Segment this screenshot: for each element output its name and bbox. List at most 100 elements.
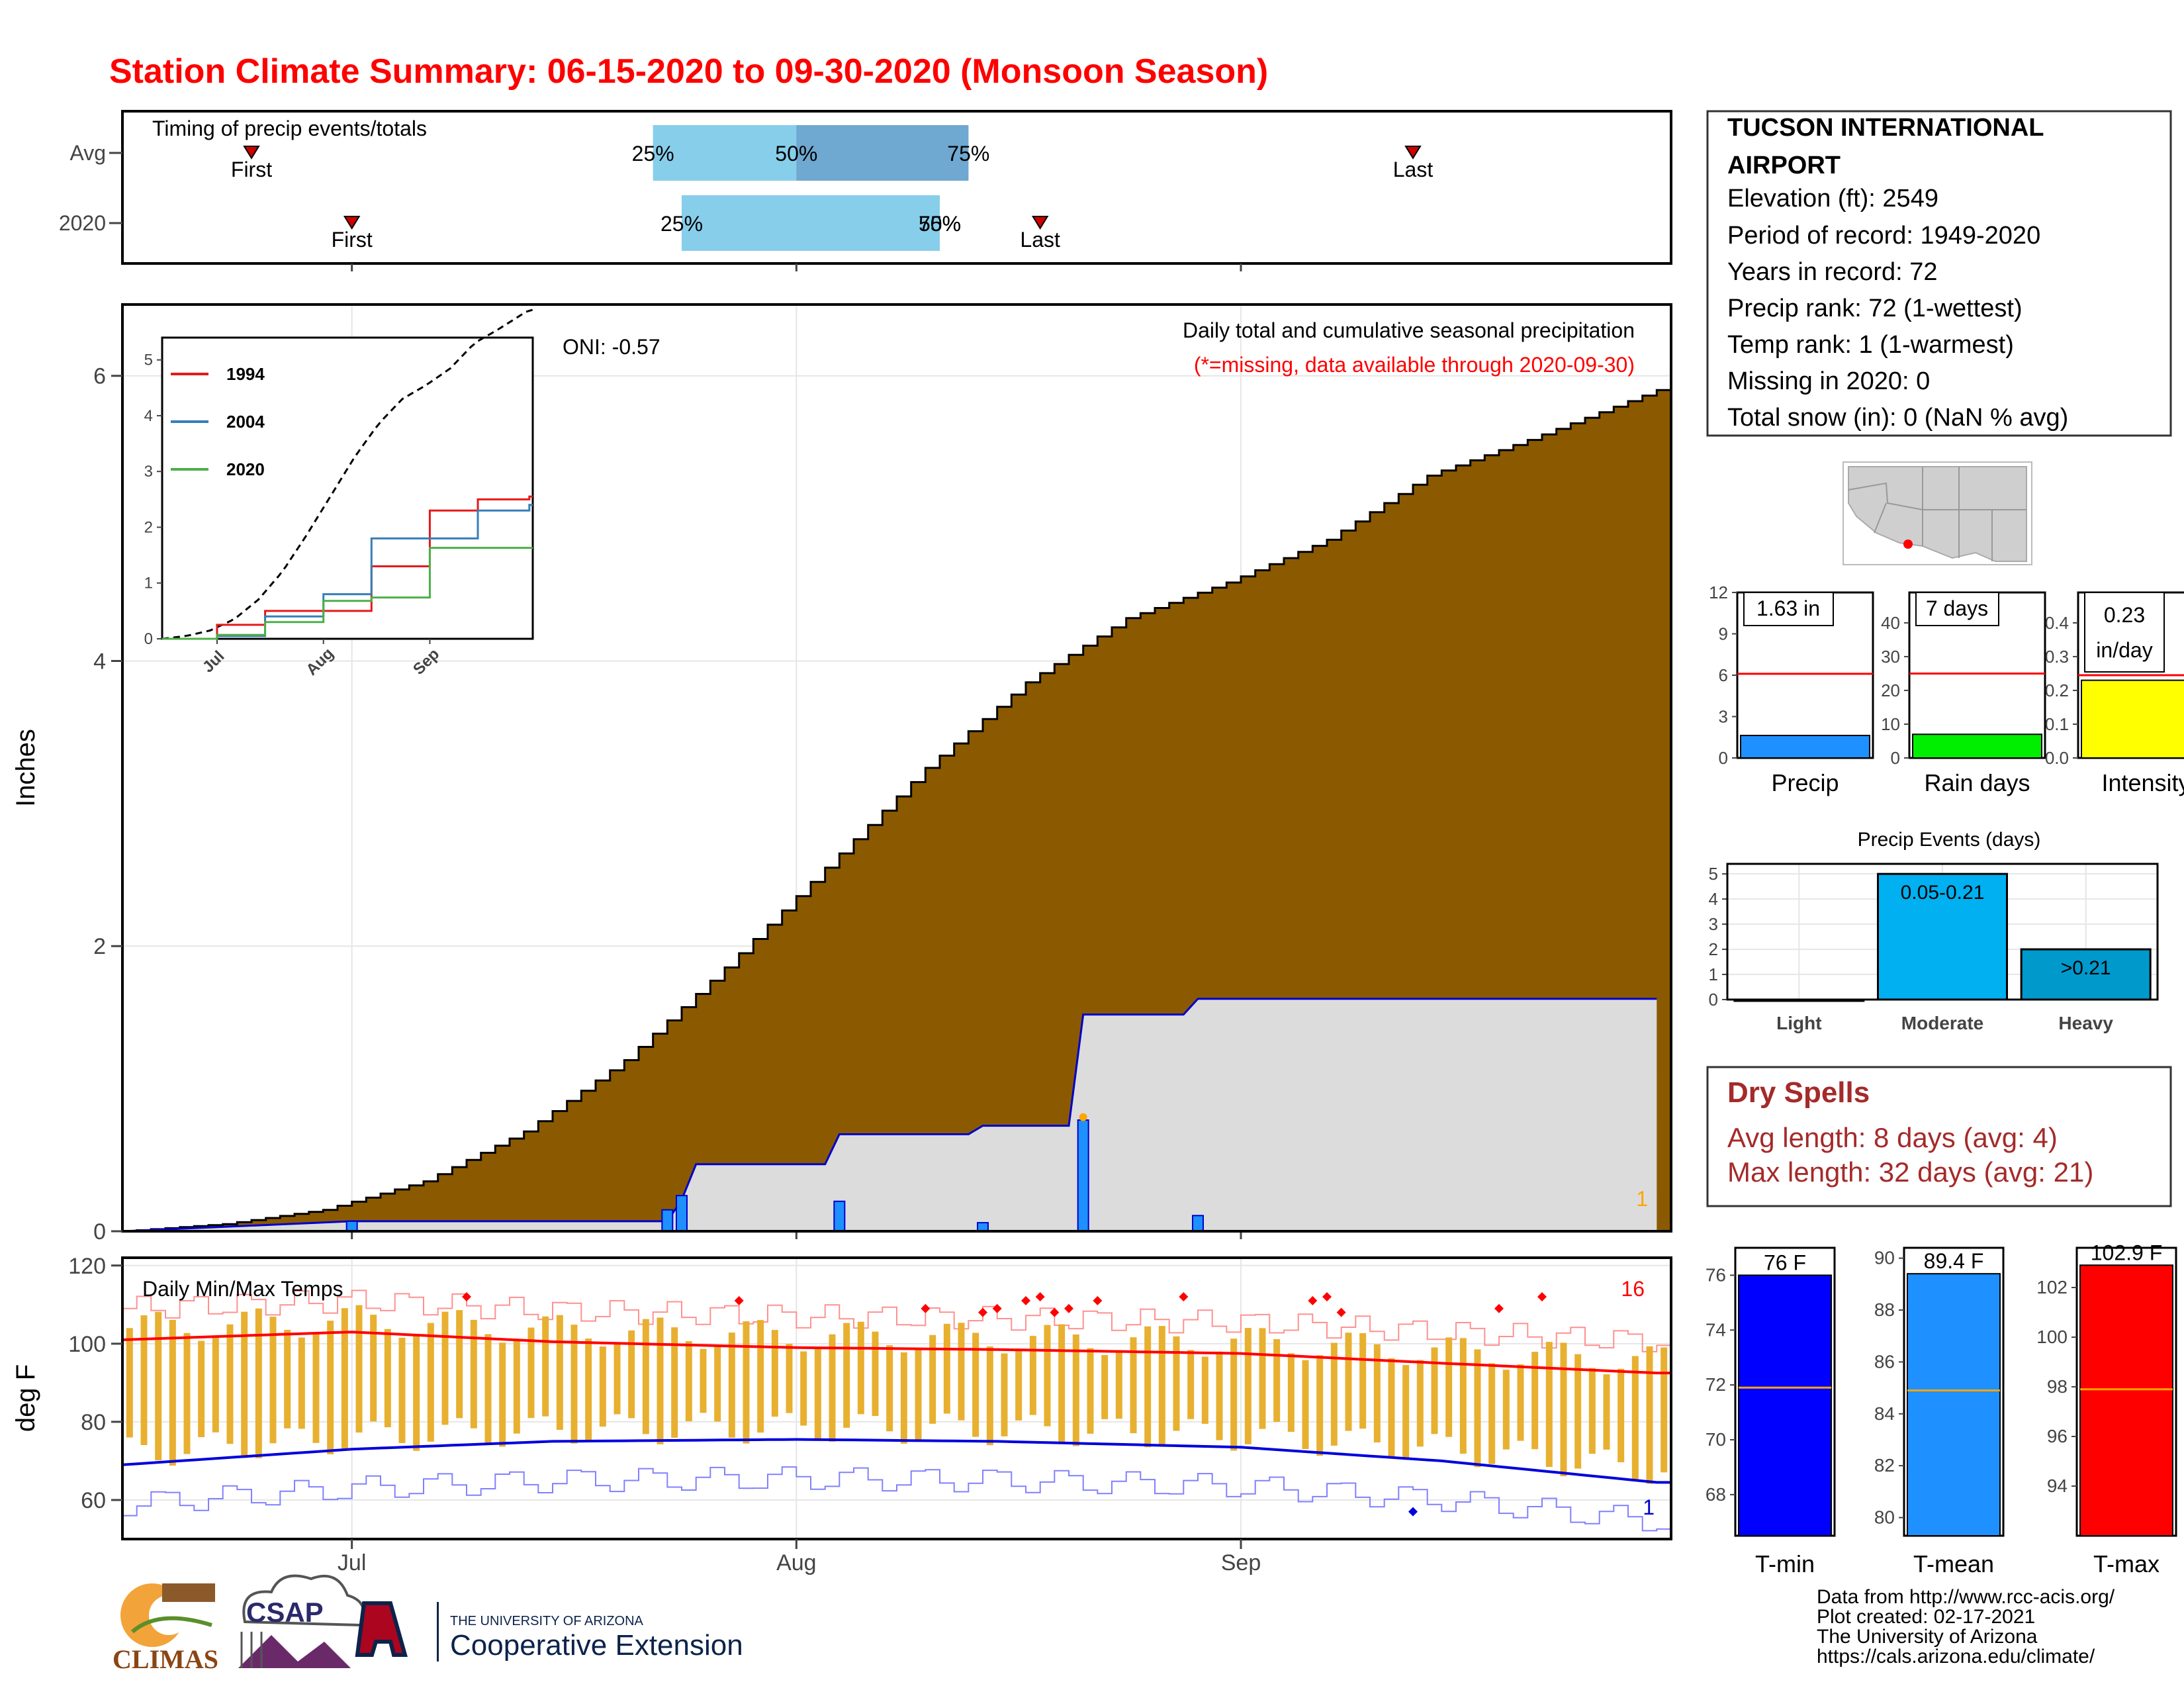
daily-temp-bar bbox=[1173, 1336, 1180, 1431]
timing-first-label: First bbox=[332, 228, 373, 252]
timing-bar-upper-avg bbox=[796, 125, 969, 181]
tmean-tick-label: 80 bbox=[1874, 1507, 1895, 1528]
station-years: Years in record: 72 bbox=[1727, 258, 1938, 286]
record-high-marker bbox=[462, 1292, 471, 1302]
daily-temp-bar bbox=[943, 1323, 950, 1414]
events-category-label: Light bbox=[1776, 1013, 1821, 1033]
record-low-marker bbox=[1408, 1507, 1418, 1517]
events-bar-moderate bbox=[1877, 872, 2008, 1001]
daily-temp-bar bbox=[1416, 1360, 1424, 1447]
daily-temp-bar bbox=[1588, 1368, 1596, 1454]
daily-temp-bar bbox=[929, 1335, 936, 1424]
inset-average-line bbox=[161, 308, 533, 640]
temp-y-tick-label: 80 bbox=[81, 1410, 106, 1435]
tmin-tick-label: 72 bbox=[1706, 1374, 1726, 1395]
daily-temp-bar bbox=[513, 1339, 520, 1434]
daily-temp-bar bbox=[599, 1346, 606, 1427]
daily-temp-bar bbox=[183, 1333, 191, 1454]
intensity-value-box bbox=[2084, 592, 2165, 673]
timing-p75-label: 75% bbox=[947, 142, 989, 165]
daily-temp-bar bbox=[355, 1305, 363, 1433]
normal-min-line bbox=[122, 1438, 1671, 1484]
university-arizona-logo: THE UNIVERSITY OF ARIZONA Cooperative Ex… bbox=[355, 1601, 743, 1662]
dry-spells-box: Dry Spells Avg length: 8 days (avg: 4) M… bbox=[1706, 1066, 2172, 1207]
daily-temp-bar bbox=[312, 1333, 320, 1443]
daily-temp-bar bbox=[857, 1321, 864, 1415]
rain-days-label: Rain days bbox=[1924, 769, 2030, 796]
precip-panel-title: Daily total and cumulative seasonal prec… bbox=[1183, 318, 1635, 342]
tmin-tick-label: 76 bbox=[1706, 1264, 1726, 1285]
events-y-tick-label: 4 bbox=[1709, 889, 1718, 909]
precip-tick-label: 9 bbox=[1719, 624, 1728, 644]
dry-spells-max: Max length: 32 days (avg: 21) bbox=[1727, 1156, 2093, 1188]
tmin-tick-label: 74 bbox=[1706, 1319, 1726, 1340]
record-low-count: 1 bbox=[1643, 1495, 1655, 1519]
timing-p50-label: 50% bbox=[919, 212, 961, 236]
timing-last-marker bbox=[1404, 146, 1422, 160]
daily-temp-bar bbox=[1044, 1325, 1051, 1427]
events-bar-label: 0.05-0.21 bbox=[1901, 882, 1985, 904]
events-y-tick-label: 1 bbox=[1709, 964, 1718, 984]
timing-first-marker bbox=[243, 146, 260, 160]
daily-temp-bar bbox=[728, 1333, 735, 1438]
record-high-marker bbox=[1179, 1292, 1189, 1302]
intensity-tick-label: 0.1 bbox=[2045, 714, 2069, 734]
precip-tick-label: 12 bbox=[1709, 583, 1728, 602]
station-elevation: Elevation (ft): 2549 bbox=[1727, 185, 1938, 212]
tmean-value-text: 89.4 F bbox=[1924, 1249, 1984, 1273]
inset-legend-label: 1994 bbox=[226, 364, 265, 384]
daily-temp-bar bbox=[1144, 1326, 1152, 1448]
station-missing: Missing in 2020: 0 bbox=[1727, 367, 1930, 395]
daily-temp-bar bbox=[1646, 1346, 1653, 1484]
timing-row-avg: Avg bbox=[69, 141, 106, 165]
record-high-marker bbox=[992, 1303, 1002, 1313]
inset-y-tick-label: 2 bbox=[144, 518, 153, 536]
daily-temp-bar bbox=[499, 1342, 506, 1447]
tmean-tick-label: 90 bbox=[1874, 1248, 1895, 1268]
footer-url: https://cals.arizona.edu/climate/ bbox=[1817, 1646, 2095, 1667]
daily-temp-bar bbox=[427, 1323, 434, 1442]
daily-precip-bar bbox=[661, 1209, 674, 1232]
daily-precip-bar bbox=[676, 1195, 688, 1232]
daily-temp-bar bbox=[413, 1335, 420, 1451]
dry-spells-title: Dry Spells bbox=[1727, 1076, 1870, 1109]
station-period: Period of record: 1949-2020 bbox=[1727, 222, 2040, 250]
daily-temp-bar bbox=[1058, 1324, 1066, 1442]
daily-temp-bar bbox=[1359, 1333, 1367, 1429]
tmax-value-text: 102.9 F bbox=[2091, 1241, 2163, 1264]
daily-temp-bar bbox=[1244, 1328, 1251, 1444]
daily-temp-bar bbox=[470, 1319, 477, 1429]
daily-temp-bar bbox=[198, 1340, 205, 1438]
inset-y-tick-label: 0 bbox=[144, 630, 153, 648]
daily-temp-bar bbox=[327, 1321, 334, 1454]
missing-count: 1 bbox=[1636, 1187, 1648, 1211]
daily-temp-bar bbox=[1603, 1374, 1610, 1450]
daily-temp-bar bbox=[1330, 1342, 1338, 1446]
temp-ylabel: deg F bbox=[11, 1364, 40, 1432]
daily-temp-bar bbox=[155, 1311, 162, 1461]
precip-value-text: 1.63 in bbox=[1756, 596, 1820, 620]
record-high-marker bbox=[921, 1303, 931, 1313]
daily-temp-bar bbox=[800, 1351, 807, 1426]
daily-temp-bar bbox=[212, 1337, 219, 1432]
precip-panel-subtitle: (*=missing, data available through 2020-… bbox=[1194, 353, 1635, 377]
intensity-value-text-1: 0.23 bbox=[2104, 603, 2145, 627]
events-y-tick-label: 2 bbox=[1709, 939, 1718, 959]
oni-label: ONI: -0.57 bbox=[563, 335, 660, 359]
tmean-label: T-mean bbox=[1913, 1550, 1994, 1577]
precip-panel: 0 2 4 6 Inches ONI: -0.57 Daily total and c… bbox=[11, 303, 1672, 1244]
daily-temp-bar bbox=[269, 1317, 277, 1444]
precip-ylabel: Inches bbox=[11, 729, 40, 807]
csap-logo: CSAP bbox=[238, 1574, 365, 1668]
record-high-line bbox=[122, 1289, 1671, 1352]
rain-days-tick-label: 40 bbox=[1881, 613, 1900, 633]
daily-temp-bar bbox=[915, 1348, 922, 1440]
daily-precip-bar bbox=[345, 1220, 358, 1233]
tmax-bar bbox=[2079, 1264, 2173, 1536]
daily-precip-bar bbox=[1192, 1215, 1204, 1233]
rain-days-tick-label: 20 bbox=[1881, 680, 1900, 700]
daily-temp-bar bbox=[757, 1320, 764, 1433]
footer-credits: Data from http://www.rcc-acis.org/ Plot … bbox=[1817, 1586, 2115, 1667]
daily-temp-bar bbox=[786, 1344, 793, 1413]
